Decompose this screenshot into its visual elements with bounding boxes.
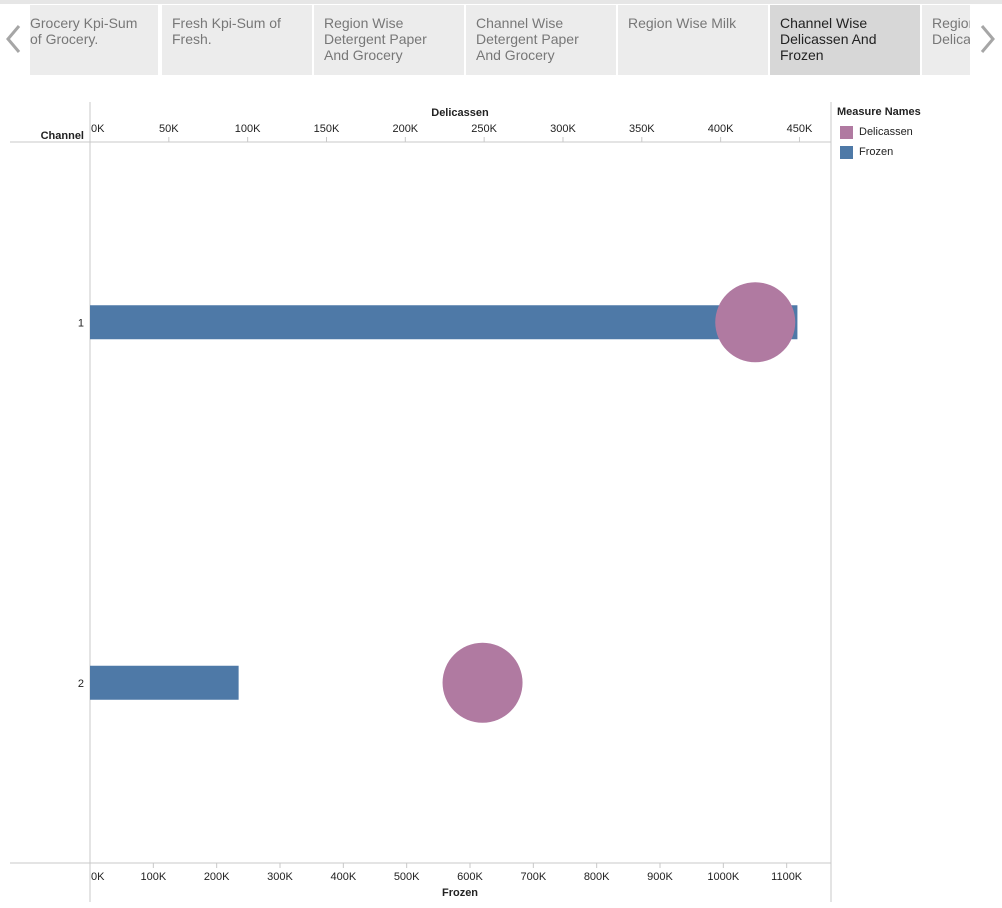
legend: Measure Names Delicassen Frozen — [837, 106, 997, 162]
frozen-bar — [90, 665, 239, 700]
chevron-right-icon[interactable] — [977, 22, 997, 56]
legend-item-frozen[interactable]: Frozen — [837, 142, 997, 162]
chevron-left-icon[interactable] — [4, 22, 24, 56]
bottom-tick-label: 700K — [520, 871, 546, 883]
top-tick-label: 200K — [392, 123, 418, 135]
top-tick-label: 250K — [471, 123, 497, 135]
chart-marks — [90, 282, 798, 723]
channel-rows: 12 — [78, 317, 84, 690]
tab-label: Channel Wise Delicassen And Frozen — [780, 15, 877, 63]
frozen-axis: 0K 100K 200K 300K 400K 500K 600K 700K 800K 900K 10… — [89, 863, 803, 883]
delicassen-circle — [715, 282, 796, 363]
top-tick-label: 50K — [159, 123, 179, 135]
top-border — [0, 0, 1002, 4]
legend-item-delicassen[interactable]: Delicassen — [837, 122, 997, 142]
tab-label: Region Wise Milk — [628, 15, 737, 31]
chart-frame — [10, 102, 832, 902]
tab-region-wise-detergent-paper[interactable]: Region Wise Detergent Paper And Grocery — [314, 5, 464, 75]
tab-channel-wise-delicassen-frozen[interactable]: Channel Wise Delicassen And Frozen — [770, 5, 920, 75]
tab-grocery-kpi[interactable]: Grocery Kpi-Sum of Grocery. — [30, 5, 158, 75]
bottom-tick-label: 600K — [457, 871, 483, 883]
legend-swatch — [840, 145, 853, 159]
delicassen-circle — [442, 642, 523, 723]
bottom-tick-label: 500K — [394, 871, 420, 883]
tab-label: Region Wise Detergent Paper And Grocery — [324, 15, 427, 63]
legend-title: Measure Names — [837, 106, 921, 118]
tab-fresh-kpi[interactable]: Fresh Kpi-Sum of Fresh. — [162, 5, 312, 75]
sheet-tab-strip: Grocery Kpi-Sum of Grocery. Fresh Kpi-Su… — [30, 5, 970, 75]
top-tick-label: 400K — [708, 123, 734, 135]
bottom-tick-label: 0K — [91, 871, 105, 883]
legend-swatch — [840, 125, 853, 139]
bottom-tick-label: 200K — [204, 871, 230, 883]
bottom-tick-label: 400K — [330, 871, 356, 883]
tab-label: Grocery Kpi-Sum of Grocery. — [30, 15, 138, 47]
tab-label: Channel Wise Detergent Paper And Grocery — [476, 15, 579, 63]
bottom-tick-label: 1100K — [771, 871, 803, 883]
bottom-tick-label: 1000K — [707, 871, 739, 883]
tab-channel-wise-detergent-paper[interactable]: Channel Wise Detergent Paper And Grocery — [466, 5, 616, 75]
row-label: 2 — [78, 678, 84, 690]
tab-region-wise-milk[interactable]: Region Wise Milk — [618, 5, 768, 75]
tab-region-wise-delicassen[interactable]: Region Wise Delicassen — [922, 5, 970, 75]
channel-chart: 0K 50K 100K 150K 200K 250K 300K 350K 400K 450K 0K… — [10, 102, 832, 902]
top-tick-label: 450K — [787, 123, 813, 135]
bottom-tick-label: 300K — [267, 871, 293, 883]
top-tick-label: 0K — [91, 123, 105, 135]
bottom-tick-label: 100K — [140, 871, 166, 883]
tab-label: Region Wise Delicassen — [932, 15, 970, 47]
top-tick-label: 300K — [550, 123, 576, 135]
row-label: 1 — [78, 317, 84, 329]
bottom-tick-label: 800K — [584, 871, 610, 883]
legend-label: Frozen — [859, 146, 894, 158]
top-tick-label: 150K — [314, 123, 340, 135]
delicassen-axis: 0K 50K 100K 150K 200K 250K 300K 350K 400K 450K — [89, 123, 813, 142]
top-tick-label: 100K — [235, 123, 261, 135]
bottom-axis-title: Frozen — [442, 887, 478, 899]
frozen-bar — [90, 305, 798, 340]
tab-label: Fresh Kpi-Sum of Fresh. — [172, 15, 281, 47]
bottom-tick-label: 900K — [647, 871, 673, 883]
row-header: Channel — [41, 130, 84, 142]
top-axis-title: Delicassen — [431, 107, 489, 119]
legend-label: Delicassen — [859, 126, 913, 138]
top-tick-label: 350K — [629, 123, 655, 135]
